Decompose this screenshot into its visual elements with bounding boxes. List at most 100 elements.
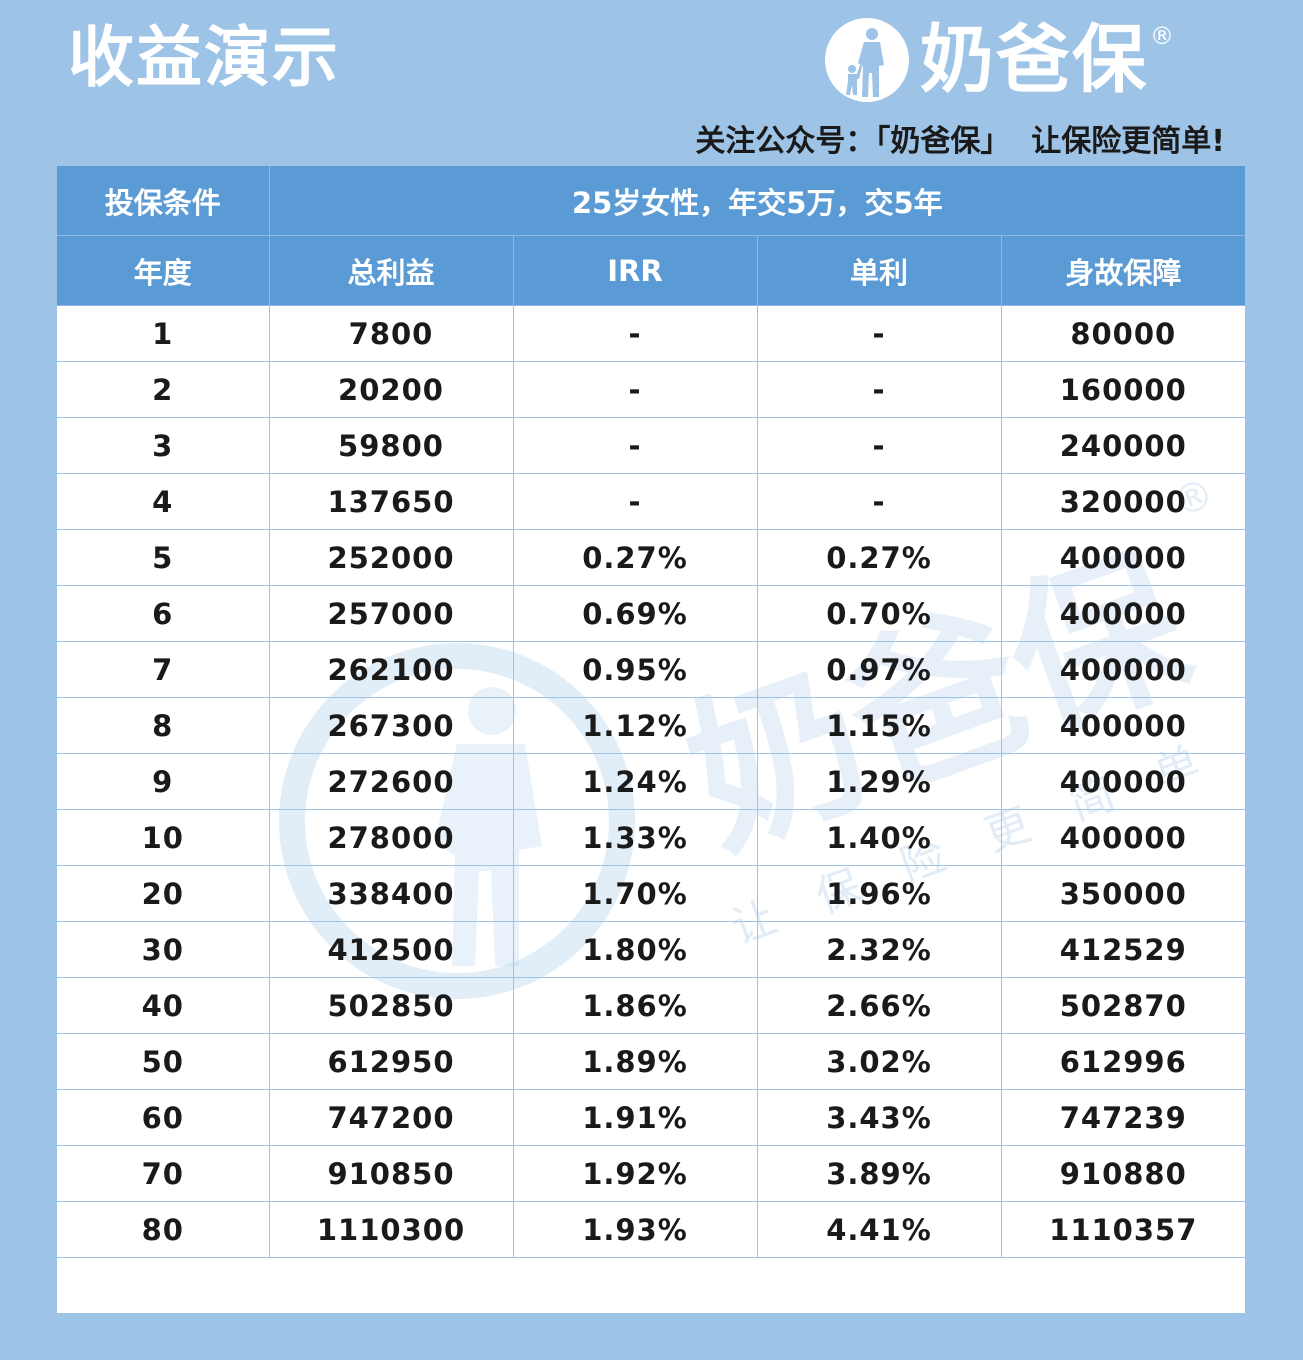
cell-simple-interest: 1.40% [757,809,1002,866]
cell-total-benefit: 262100 [269,641,514,698]
cell-death-benefit: 1110357 [1001,1201,1245,1258]
cell-irr: - [513,361,758,418]
cell-year: 4 [57,473,270,530]
cell-year: 1 [57,305,270,362]
column-header-death-benefit: 身故保障 [1001,235,1245,306]
cell-simple-interest: 1.96% [757,865,1002,922]
page-title: 收益演示 [68,19,340,96]
brand-logo: 奶爸保 ® [824,14,1174,106]
cell-simple-interest: - [757,473,1002,530]
table-row: 3 59800- -240000 [57,417,1245,474]
cell-irr: 1.80% [513,921,758,978]
cell-death-benefit: 400000 [1001,585,1245,642]
cell-simple-interest: 2.66% [757,977,1002,1034]
table-row: 80 1110300 1.93% 4.41% 1110357 [57,1201,1245,1258]
cell-total-benefit: 910850 [269,1145,514,1202]
cell-irr: 1.12% [513,697,758,754]
table-row: 5 252000 0.27% 0.27% 400000 [57,529,1245,586]
cell-total-benefit: 267300 [269,697,514,754]
cell-total-benefit: 20200 [269,361,514,418]
cell-simple-interest: - [757,361,1002,418]
table-row: 50 612950 1.89% 3.02% 612996 [57,1033,1245,1090]
cell-simple-interest: 4.41% [757,1201,1002,1258]
cell-irr: 1.91% [513,1089,758,1146]
cell-year: 8 [57,697,270,754]
cell-year: 30 [57,921,270,978]
cell-year: 5 [57,529,270,586]
cell-death-benefit: 612996 [1001,1033,1245,1090]
cell-total-benefit: 747200 [269,1089,514,1146]
cell-irr: - [513,305,758,362]
cell-total-benefit: 137650 [269,473,514,530]
cell-year: 9 [57,753,270,810]
brand-name: 奶爸保 [920,17,1148,103]
cell-death-benefit: 412529 [1001,921,1245,978]
cell-year: 40 [57,977,270,1034]
cell-irr: - [513,473,758,530]
cell-death-benefit: 400000 [1001,753,1245,810]
cell-irr: 1.33% [513,809,758,866]
cell-total-benefit: 502850 [269,977,514,1034]
cell-total-benefit: 278000 [269,809,514,866]
cell-year: 70 [57,1145,270,1202]
cell-simple-interest: 0.27% [757,529,1002,586]
table-row: 2 20200- -160000 [57,361,1245,418]
column-header-total-benefit: 总利益 [269,235,514,306]
cell-total-benefit: 612950 [269,1033,514,1090]
table-row: 4 137650- -320000 [57,473,1245,530]
cell-death-benefit: 747239 [1001,1089,1245,1146]
cell-irr: 0.69% [513,585,758,642]
cell-year: 60 [57,1089,270,1146]
cell-year: 6 [57,585,270,642]
table-row: 60 747200 1.91% 3.43% 747239 [57,1089,1245,1146]
cell-year: 50 [57,1033,270,1090]
cell-simple-interest: 1.29% [757,753,1002,810]
cell-irr: 1.92% [513,1145,758,1202]
cell-death-benefit: 502870 [1001,977,1245,1034]
table-row: 10 278000 1.33% 1.40% 400000 [57,809,1245,866]
cell-simple-interest: 3.89% [757,1145,1002,1202]
cell-irr: 1.93% [513,1201,758,1258]
cell-irr: - [513,417,758,474]
cell-irr: 0.95% [513,641,758,698]
cell-death-benefit: 160000 [1001,361,1245,418]
cell-irr: 1.70% [513,865,758,922]
cell-simple-interest: - [757,417,1002,474]
cell-irr: 1.89% [513,1033,758,1090]
cell-year: 3 [57,417,270,474]
cell-simple-interest: 0.97% [757,641,1002,698]
table-row: 7 262100 0.95% 0.97% 400000 [57,641,1245,698]
condition-row: 投保条件 25岁女性，年交5万，交5年 [57,166,1245,236]
column-header-irr: IRR [513,235,758,306]
column-header-year: 年度 [57,235,270,306]
slogan-text: 关注公众号：「奶爸保」 让保险更简单! [695,124,1225,159]
table-row: 8 267300 1.12% 1.15% 400000 [57,697,1245,754]
returns-table: 投保条件 25岁女性，年交5万，交5年 年度 总利益 IRR 单利 身故保障 1… [57,166,1245,1258]
cell-death-benefit: 910880 [1001,1145,1245,1202]
cell-total-benefit: 252000 [269,529,514,586]
returns-table-card: 奶爸保 ® 让保险更简单 投保条件 25岁女性，年交5万，交5年 年度 总利益 … [57,166,1245,1313]
table-row: 40 502850 1.86% 2.66% 502870 [57,977,1245,1034]
cell-death-benefit: 400000 [1001,809,1245,866]
cell-irr: 1.86% [513,977,758,1034]
cell-year: 10 [57,809,270,866]
cell-year: 2 [57,361,270,418]
registered-mark: ® [1150,22,1174,50]
column-header-row: 年度 总利益 IRR 单利 身故保障 [57,235,1245,306]
cell-year: 20 [57,865,270,922]
table-row: 70 910850 1.92% 3.89% 910880 [57,1145,1245,1202]
cell-simple-interest: 2.32% [757,921,1002,978]
table-row: 1 7800- -80000 [57,305,1245,362]
cell-total-benefit: 1110300 [269,1201,514,1258]
table-row: 9 272600 1.24% 1.29% 400000 [57,753,1245,810]
cell-total-benefit: 338400 [269,865,514,922]
cell-death-benefit: 400000 [1001,641,1245,698]
cell-total-benefit: 257000 [269,585,514,642]
cell-year: 80 [57,1201,270,1258]
cell-year: 7 [57,641,270,698]
cell-irr: 0.27% [513,529,758,586]
cell-simple-interest: 1.15% [757,697,1002,754]
cell-death-benefit: 350000 [1001,865,1245,922]
condition-value: 25岁女性，年交5万，交5年 [269,166,1245,236]
table-row: 20 338400 1.70% 1.96% 350000 [57,865,1245,922]
